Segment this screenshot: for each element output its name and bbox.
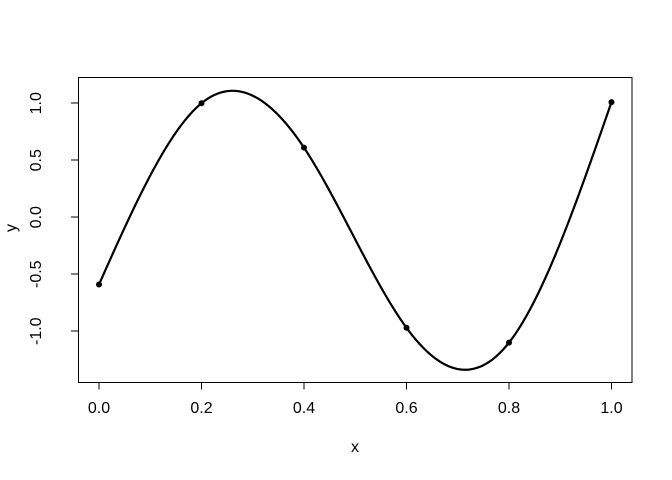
data-point [506,339,512,346]
data-point [403,324,410,331]
y-tick-label: 1.0 [28,92,45,114]
data-point [608,99,615,106]
x-tick-label: 0.2 [190,400,212,417]
y-tick-label: 0.0 [28,206,45,228]
data-points [96,99,615,346]
y-tick-label: -0.5 [28,260,45,288]
data-point [96,281,102,288]
spline-curve [97,89,613,371]
x-tick-label: 0.6 [395,400,417,417]
y-tick-label: -1.0 [28,317,45,345]
data-point [198,100,205,107]
y-axis-title: y [3,224,20,232]
data-point [301,144,307,151]
x-tick-label: 1.0 [600,400,622,417]
y-axis: -1.0 -0.5 0.0 0.5 1.0 [28,92,79,345]
x-tick-label: 0.4 [293,400,315,417]
plot-border [78,77,633,383]
x-tick-label: 0.0 [88,400,110,417]
x-axis: 0.0 0.2 0.4 0.6 0.8 1.0 [88,382,623,417]
x-axis-title: x [351,439,359,456]
x-tick-label: 0.8 [498,400,520,417]
y-tick-label: 0.5 [28,149,45,171]
